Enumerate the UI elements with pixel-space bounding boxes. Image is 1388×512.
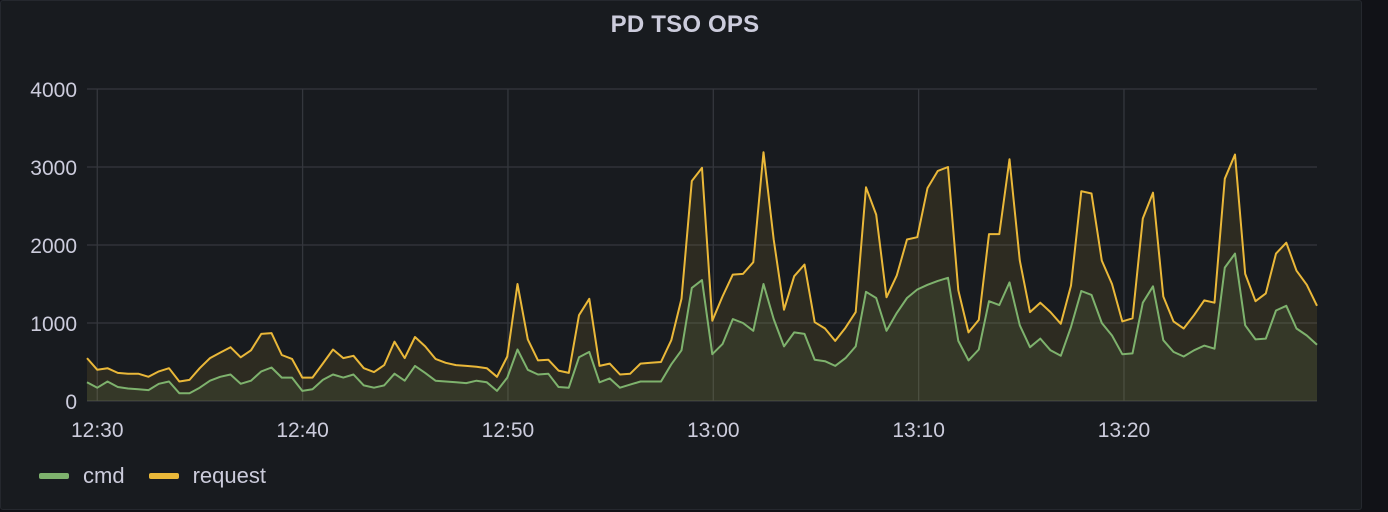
legend-label-request: request — [192, 463, 266, 488]
legend-item-request[interactable]: request — [148, 463, 266, 489]
legend: cmd request — [39, 463, 266, 489]
legend-label-cmd: cmd — [83, 463, 125, 488]
x-tick-label: 13:20 — [1098, 419, 1151, 442]
y-tick-label: 0 — [65, 391, 77, 414]
chart-area[interactable]: 0 1000 2000 3000 4000 12:30 12:40 12:50 13:00 13… — [1, 1, 1361, 451]
series-line-request[interactable] — [86, 151, 1318, 383]
x-axis: 12:30 12:40 12:50 13:00 13:10 13:20 — [71, 419, 1150, 442]
graph-panel: PD TSO OPS 0 1000 2000 3000 4000 12:30 12:40 1… — [0, 0, 1362, 510]
x-tick-label: 12:50 — [482, 419, 535, 442]
panel-title[interactable]: PD TSO OPS — [610, 11, 760, 38]
x-tick-label: 13:10 — [892, 419, 945, 442]
series-area-request — [87, 152, 1317, 401]
legend-swatch-cmd — [39, 473, 69, 479]
x-tick-label: 12:40 — [276, 419, 329, 442]
legend-item-cmd[interactable]: cmd — [39, 463, 125, 489]
series-area-cmd — [87, 253, 1317, 401]
series-layer — [86, 151, 1318, 401]
y-tick-label: 1000 — [30, 313, 77, 336]
chart-grid — [87, 88, 1317, 402]
y-tick-label: 2000 — [30, 235, 77, 258]
series-line-cmd[interactable] — [86, 252, 1318, 395]
y-tick-label: 4000 — [30, 79, 77, 102]
y-tick-label: 3000 — [30, 157, 77, 180]
legend-swatch-request — [148, 473, 179, 479]
y-axis: 0 1000 2000 3000 4000 — [30, 79, 77, 414]
x-tick-label: 13:00 — [687, 419, 740, 442]
x-tick-label: 12:30 — [71, 419, 124, 442]
